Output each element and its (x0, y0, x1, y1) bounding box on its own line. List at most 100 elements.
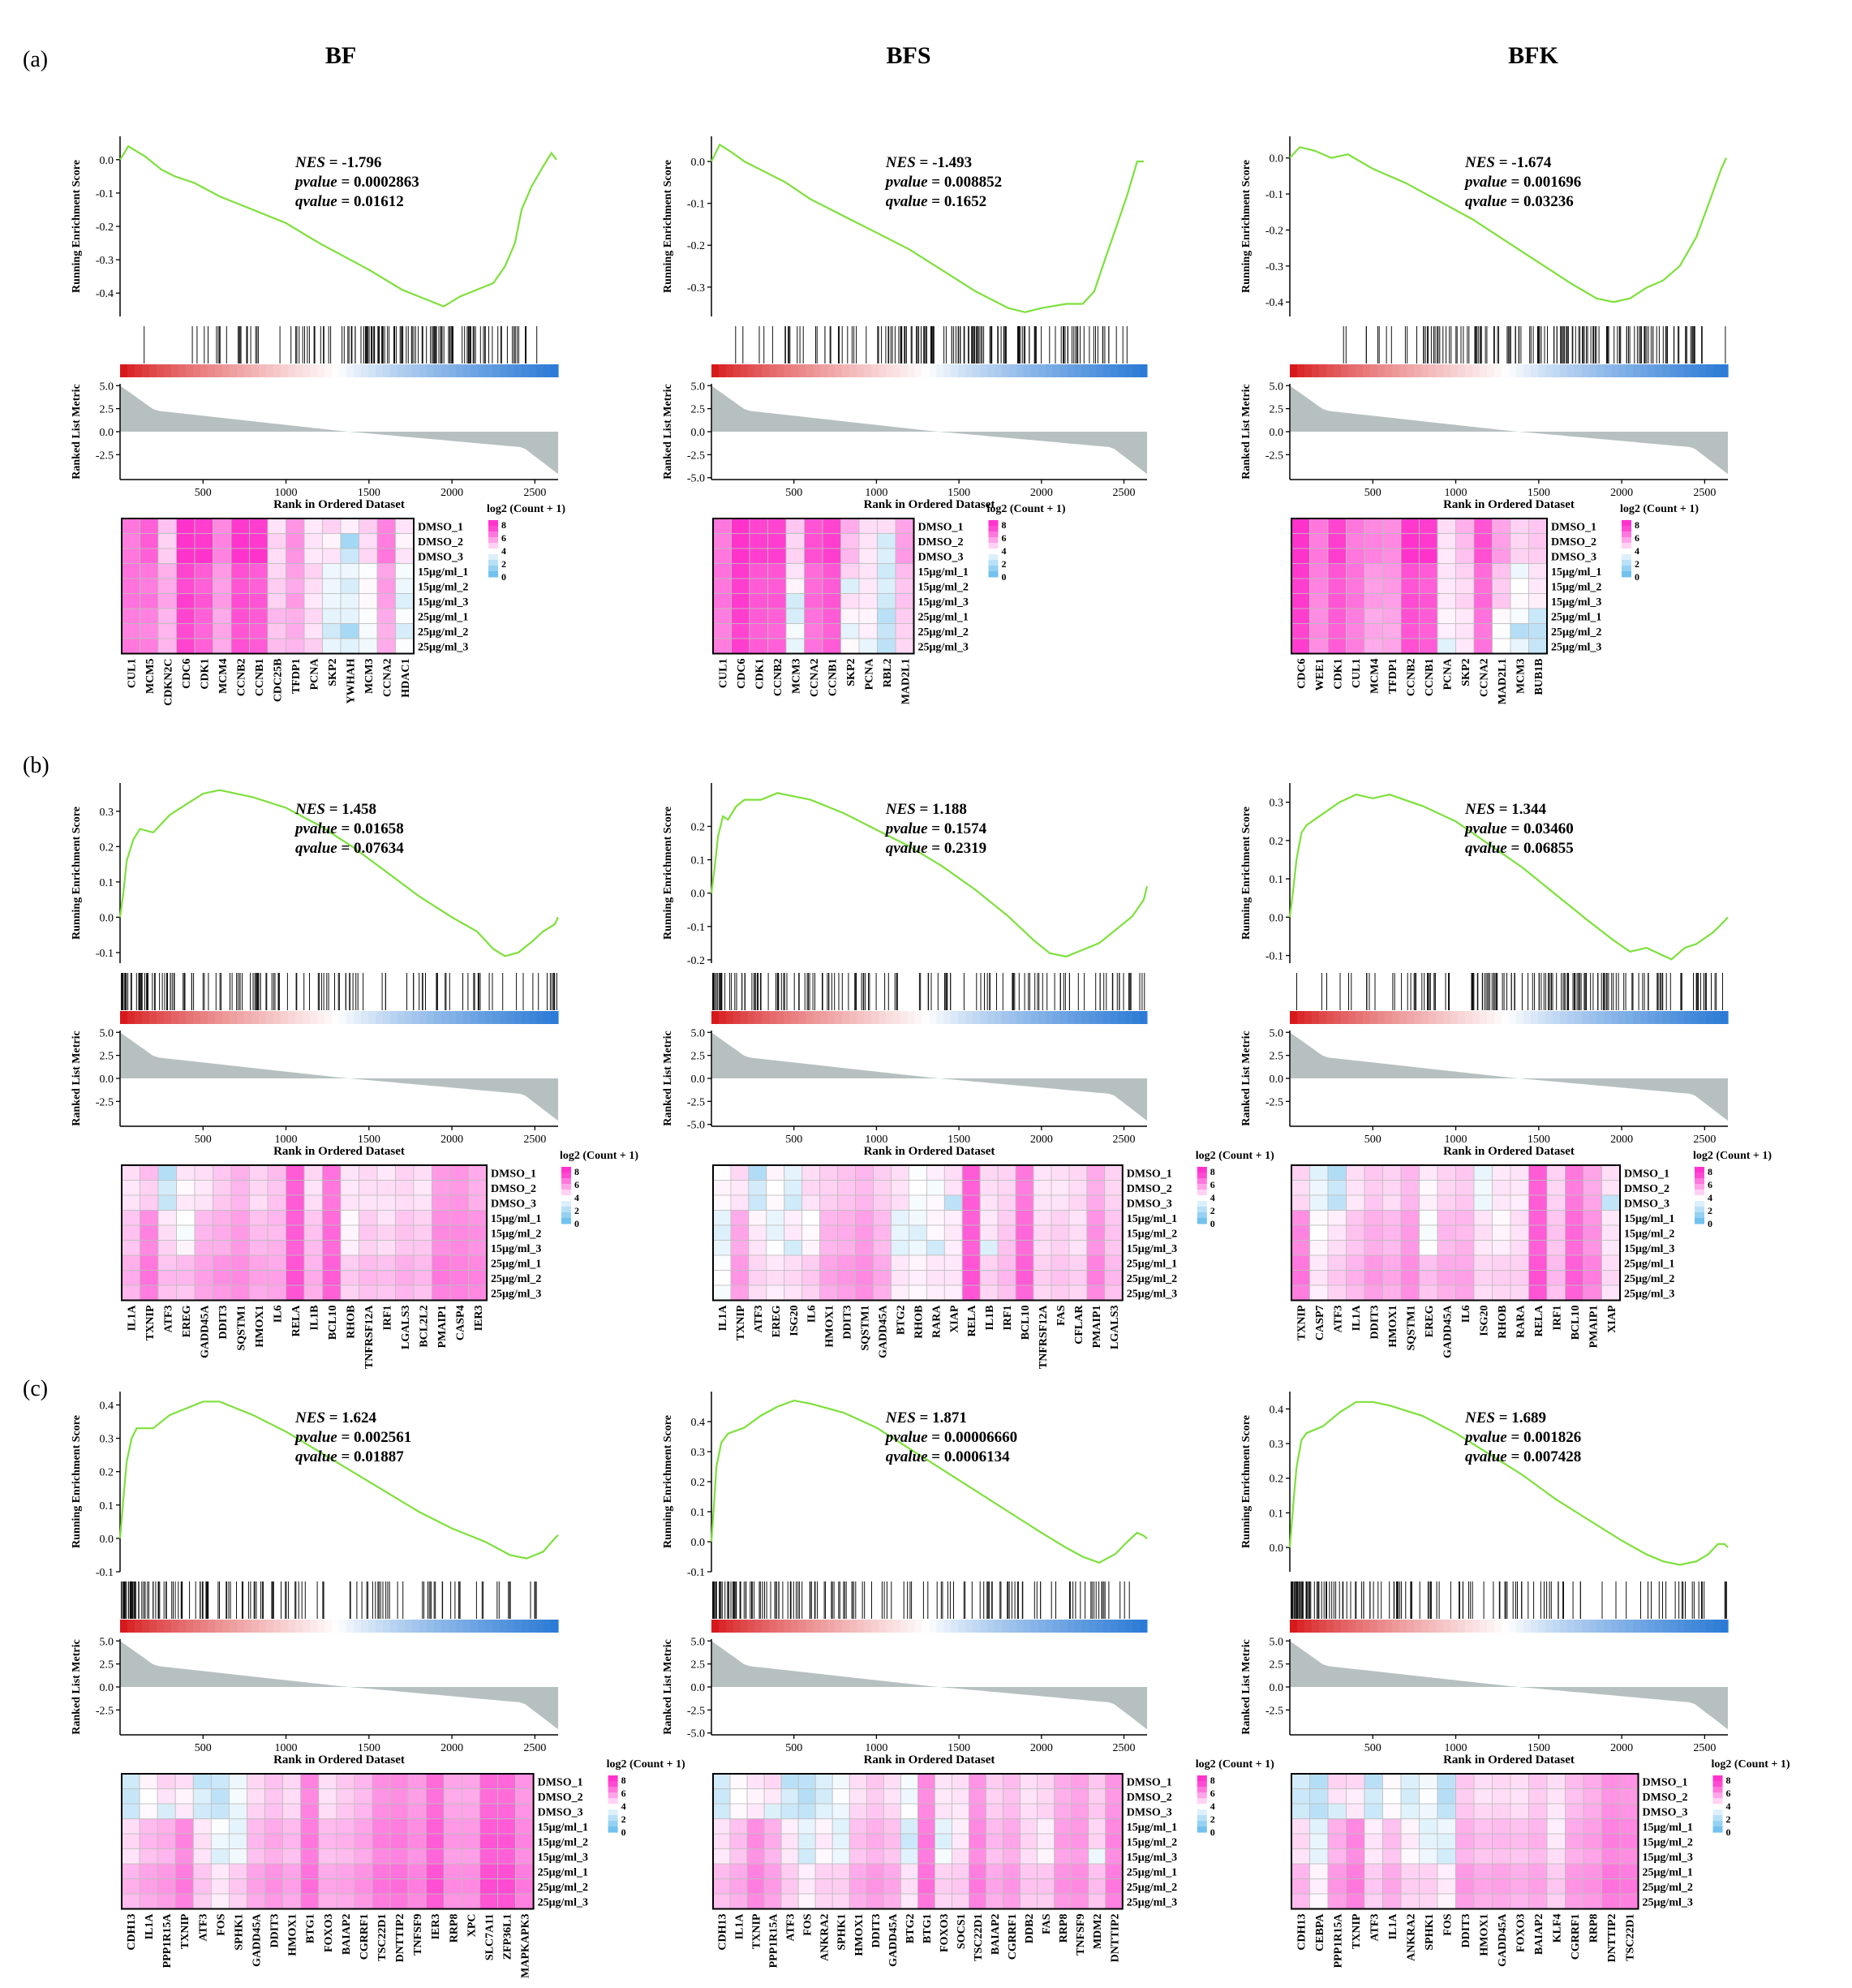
heatmap-cell (228, 1833, 247, 1849)
heatmap-cell (157, 1224, 177, 1241)
heatmap-cell (121, 1833, 140, 1849)
heatmap-cell (997, 1210, 1016, 1226)
gene-label: CGRRF1 (1007, 1914, 1019, 1960)
gene-label: CDK1 (199, 659, 211, 690)
gene-label: MCM5 (144, 659, 157, 695)
heatmap-cell (1546, 1803, 1566, 1819)
gene-label: ATF3 (785, 1914, 797, 1942)
heatmap-cell (943, 1210, 963, 1226)
rank-bar-segment (1567, 1620, 1575, 1633)
heatmap-cell (1419, 1180, 1438, 1196)
heatmap-cell (935, 1893, 952, 1909)
rank-bar-segment (1089, 1620, 1097, 1633)
heatmap-cell (267, 1224, 286, 1241)
rank-bar-segment (719, 1620, 727, 1633)
gene-label: YWHAH (345, 658, 357, 704)
hit-lines (1296, 973, 1723, 1010)
heatmap-cell (943, 1270, 963, 1286)
heatmap-cell (318, 1848, 337, 1865)
heatmap-cell (1364, 1164, 1383, 1181)
rank-color-bar (120, 364, 559, 377)
rank-bar-segment (368, 1011, 376, 1024)
rank-bar-segment (237, 1620, 245, 1633)
rank-bar-segment (965, 1620, 973, 1633)
heatmap-cell (157, 623, 177, 639)
heatmap-cell (1546, 1254, 1566, 1271)
heatmap-cell (1528, 638, 1548, 654)
expression-heatmap: DMSO_1DMSO_2DMSO_315μg/ml_115μg/ml_215μg… (712, 518, 969, 704)
metric-area (120, 1641, 558, 1730)
rank-bar-segment (208, 1011, 216, 1024)
heatmap-cell (1346, 1863, 1365, 1879)
stat-value: 1.458 (342, 801, 376, 818)
heatmap-cell (1086, 1284, 1106, 1301)
legend-tick: 4 (1726, 1801, 1731, 1812)
heatmap-cell (926, 1194, 945, 1211)
legend-tick: 4 (1708, 1192, 1712, 1203)
heatmap-cell (1020, 1863, 1038, 1879)
rank-bar-segment (1052, 364, 1061, 377)
legend-tick: 8 (1002, 519, 1007, 531)
heatmap-cell (1327, 533, 1347, 549)
x-tick-label: 1000 (1445, 1742, 1467, 1754)
rank-bar-segment (827, 1011, 836, 1024)
heatmap-cell (767, 548, 787, 564)
rank-bar-segment (1341, 1620, 1349, 1633)
gene-label: EREG (181, 1305, 193, 1337)
heatmap-cell (176, 578, 196, 594)
rank-bar-segment (1502, 1620, 1510, 1633)
heatmap-cell (729, 1773, 748, 1789)
heatmap-cell (1086, 1210, 1106, 1226)
rank-bar-segment (936, 1011, 944, 1024)
gene-label: GADD45A (1442, 1305, 1454, 1358)
gene-label: RHOB (345, 1306, 357, 1339)
heatmap-cell (952, 1773, 969, 1789)
gene-label: IL1A (734, 1913, 746, 1940)
heatmap-cell (877, 578, 896, 594)
es-tick-label: -0.2 (687, 240, 705, 252)
x-tick-label: 1000 (865, 1742, 887, 1754)
heatmap-cell (855, 1284, 874, 1301)
metric-area (711, 385, 1147, 475)
heatmap-cell (801, 1210, 821, 1226)
heatmap-cell (891, 1224, 909, 1241)
heatmap-cell (461, 1788, 480, 1805)
heatmap-cell (909, 1224, 927, 1241)
heatmap-cell (1309, 1224, 1329, 1241)
heatmap-cell (767, 578, 787, 594)
rank-bar-segment (740, 364, 749, 377)
heatmap-border (712, 518, 915, 655)
gene-label: RRP8 (448, 1914, 460, 1943)
heatmap-cell (286, 1164, 305, 1181)
heatmap-cell (372, 1863, 391, 1879)
metric-tick-label: -2.5 (1265, 1705, 1283, 1717)
stat-pvalue: pvalue = 0.008852 (884, 174, 1002, 191)
rank-bar-segment (857, 364, 865, 377)
stat-qvalue: qvalue = 0.1652 (886, 193, 986, 210)
rank-bar-segment (1009, 1620, 1017, 1633)
heatmap-cell (1437, 1818, 1456, 1835)
rank-bar-segment (529, 1011, 537, 1024)
heatmap-cell (1104, 1210, 1124, 1226)
heatmap-cell (249, 608, 269, 624)
rank-bar-segment (1596, 364, 1605, 377)
heatmap-cell (1327, 1788, 1347, 1805)
heatmap-cell (1419, 1224, 1438, 1241)
heatmap-cell (1546, 1848, 1566, 1865)
es-tick-label: 0.2 (100, 1467, 114, 1479)
heatmap-cell (866, 1788, 884, 1805)
rank-bar-segment (514, 364, 522, 377)
heatmap-cell (900, 1848, 918, 1865)
heatmap-cell (176, 638, 196, 654)
gene-label: PMAIP1 (1588, 1306, 1600, 1349)
heatmap-cell (1437, 1180, 1456, 1196)
heatmap-cell (468, 1210, 488, 1226)
heatmap-cell (1528, 623, 1548, 639)
heatmap-cell (891, 1240, 909, 1256)
heatmap-cell (322, 1194, 342, 1211)
heatmap-cell (1455, 1270, 1475, 1286)
heatmap-cell (1510, 1878, 1529, 1895)
heatmap-cell (336, 1848, 355, 1865)
es-tick-label: -0.1 (687, 199, 705, 211)
